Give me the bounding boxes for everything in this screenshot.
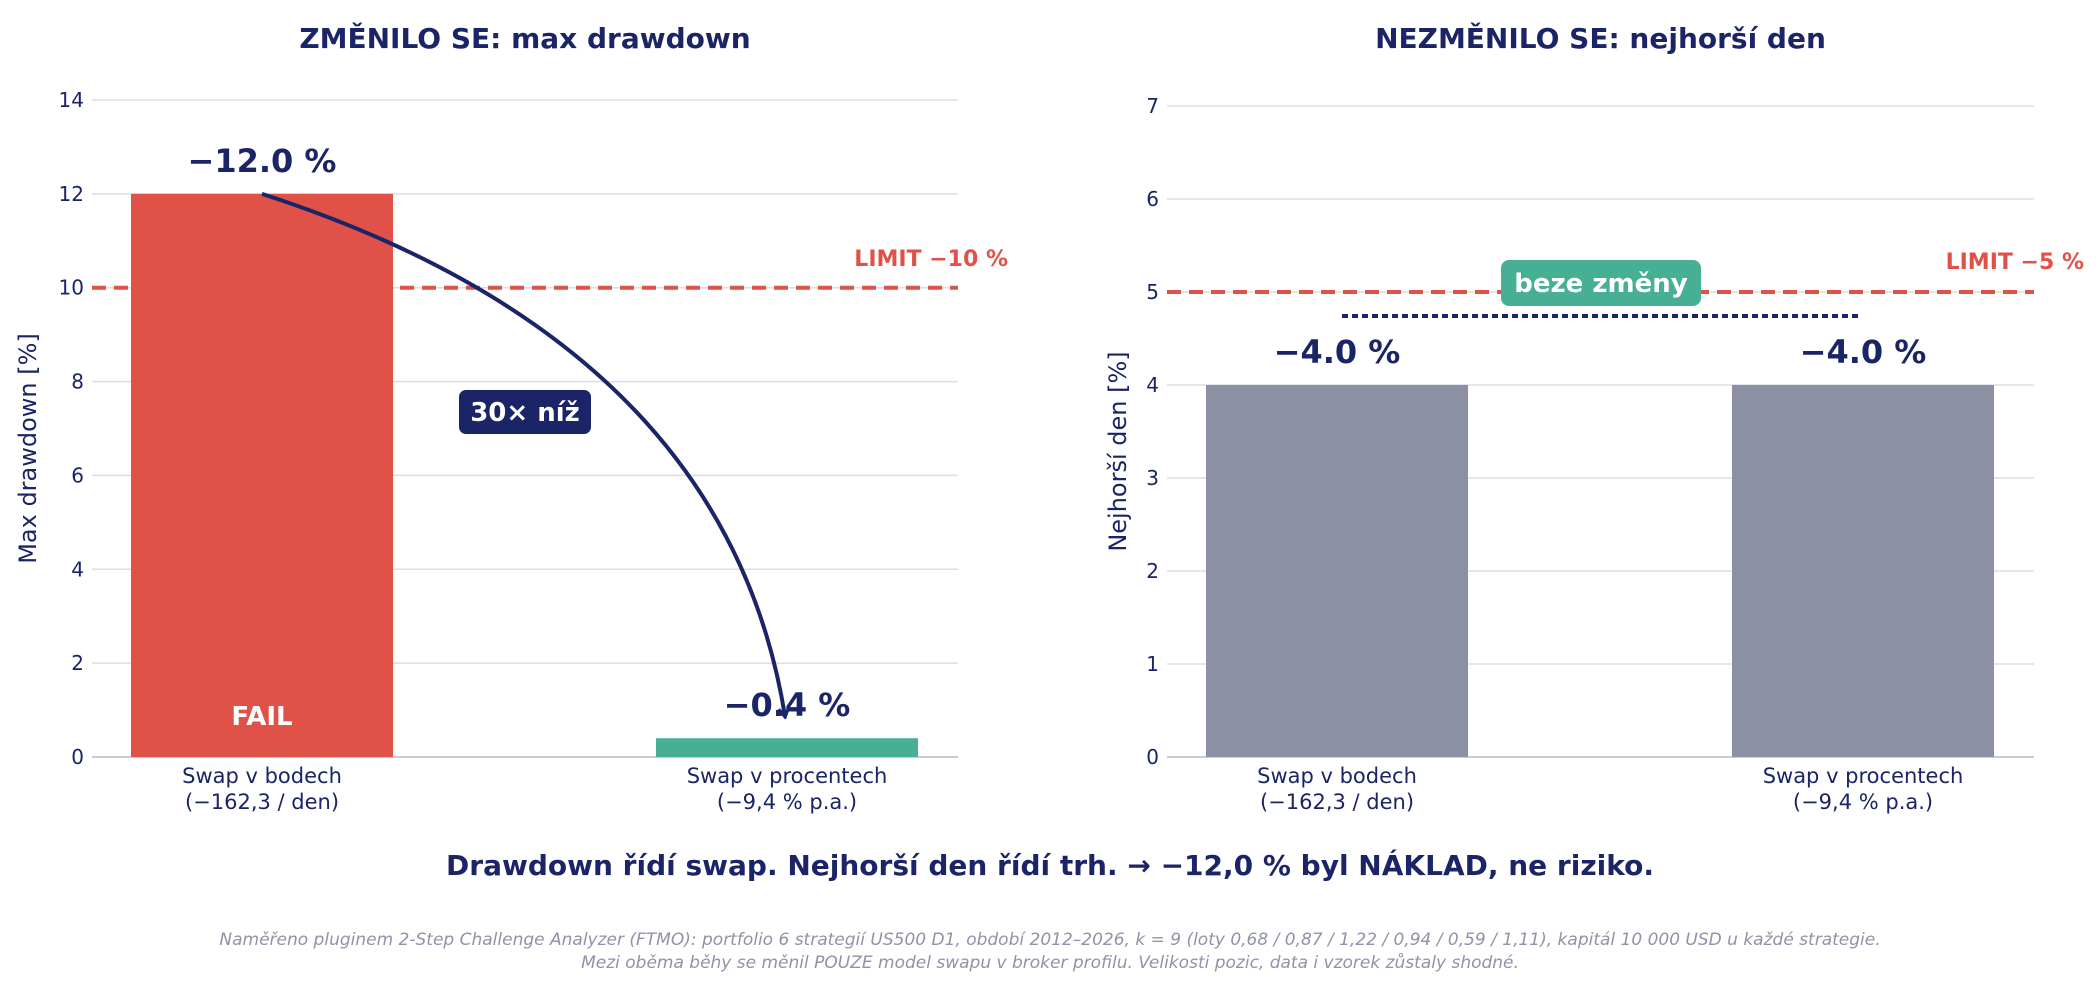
annotation-box <box>1501 260 1701 306</box>
bar-2 <box>1732 385 1994 757</box>
summary-text: Drawdown řídí swap. Nejhorší den řídí tr… <box>446 848 1654 882</box>
y-tick-label: 5 <box>1146 280 1159 304</box>
x-tick-sublabel: (−162,3 / den) <box>185 790 339 814</box>
value-label: −12.0 % <box>188 142 337 180</box>
annotation-label: 30× níž <box>470 398 580 428</box>
limit-label: LIMIT −5 % <box>1946 250 2084 275</box>
y-tick-label: 10 <box>59 276 84 300</box>
y-tick-label: 2 <box>1146 559 1159 583</box>
y-tick-label: 4 <box>71 557 84 581</box>
y-tick-label: 8 <box>71 370 84 394</box>
y-tick-label: 12 <box>59 182 84 206</box>
y-tick-label: 0 <box>1146 745 1159 769</box>
y-tick-label: 4 <box>1146 373 1159 397</box>
y-tick-label: 3 <box>1146 466 1159 490</box>
x-tick-label: Swap v bodech <box>1257 764 1417 788</box>
chart-title: NEZMĚNILO SE: nejhorší den <box>1375 21 1826 55</box>
y-tick-label: 6 <box>71 463 84 487</box>
y-axis-label: Nejhorší den [%] <box>1104 351 1132 551</box>
x-tick-label: Swap v procentech <box>687 764 888 788</box>
annotation-label: beze změny <box>1514 269 1687 299</box>
reduction-arrow <box>261 191 785 716</box>
y-tick-label: 7 <box>1146 94 1159 118</box>
y-tick-label: 14 <box>59 88 84 112</box>
bar-fail-label: FAIL <box>231 702 292 732</box>
value-label: −0.4 % <box>724 686 851 724</box>
chart-worst-day: NEZMĚNILO SE: nejhorší den 0 1 2 3 4 5 6 7 Nejhor… <box>1104 21 2084 814</box>
annotation-box <box>459 390 591 434</box>
value-label: −4.0 % <box>1274 333 1401 371</box>
x-tick-label: Swap v bodech <box>182 764 342 788</box>
y-axis-label: Max drawdown [%] <box>14 333 42 564</box>
y-tick-label: 6 <box>1146 187 1159 211</box>
footnote-line-2: Mezi oběma běhy se měnil POUZE model swa… <box>581 952 1519 973</box>
y-tick-label: 1 <box>1146 652 1159 676</box>
bar-2 <box>656 738 918 757</box>
x-tick-sublabel: (−162,3 / den) <box>1260 790 1414 814</box>
chart-max-drawdown: ZMĚNILO SE: max drawdown 0 2 4 6 8 10 12 14 Max d… <box>14 21 1008 814</box>
bar-1 <box>131 193 393 757</box>
x-tick-sublabel: (−9,4 % p.a.) <box>717 790 857 814</box>
chart-title: ZMĚNILO SE: max drawdown <box>299 21 750 55</box>
y-tick-label: 0 <box>71 745 84 769</box>
x-tick-label: Swap v procentech <box>1763 764 1964 788</box>
limit-label: LIMIT −10 % <box>854 247 1008 272</box>
value-label: −4.0 % <box>1800 333 1927 371</box>
bar-1 <box>1206 385 1468 757</box>
y-tick-label: 2 <box>71 651 84 675</box>
x-tick-sublabel: (−9,4 % p.a.) <box>1793 790 1933 814</box>
footnote-line-1: Naměřeno pluginem 2-Step Challenge Analy… <box>219 930 1880 950</box>
